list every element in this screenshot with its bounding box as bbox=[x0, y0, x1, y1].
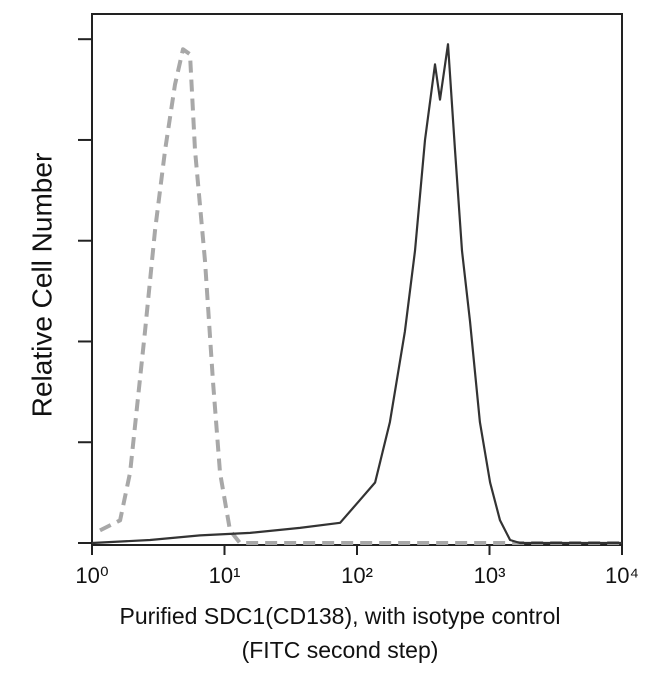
x-tick-label: 10⁰ bbox=[75, 563, 108, 588]
x-tick-label: 10⁴ bbox=[605, 563, 639, 588]
x-axis-label: (FITC second step) bbox=[242, 637, 439, 663]
x-tick-label: 10² bbox=[341, 563, 373, 588]
x-tick-label: 10³ bbox=[474, 563, 506, 588]
y-axis-label: Relative Cell Number bbox=[26, 153, 57, 418]
histogram-line bbox=[99, 47, 622, 545]
histogram-line bbox=[91, 43, 622, 545]
x-tick-label: 10¹ bbox=[209, 563, 241, 588]
x-axis-label: Purified SDC1(CD138), with isotype contr… bbox=[119, 603, 560, 629]
plot-frame bbox=[91, 13, 623, 546]
